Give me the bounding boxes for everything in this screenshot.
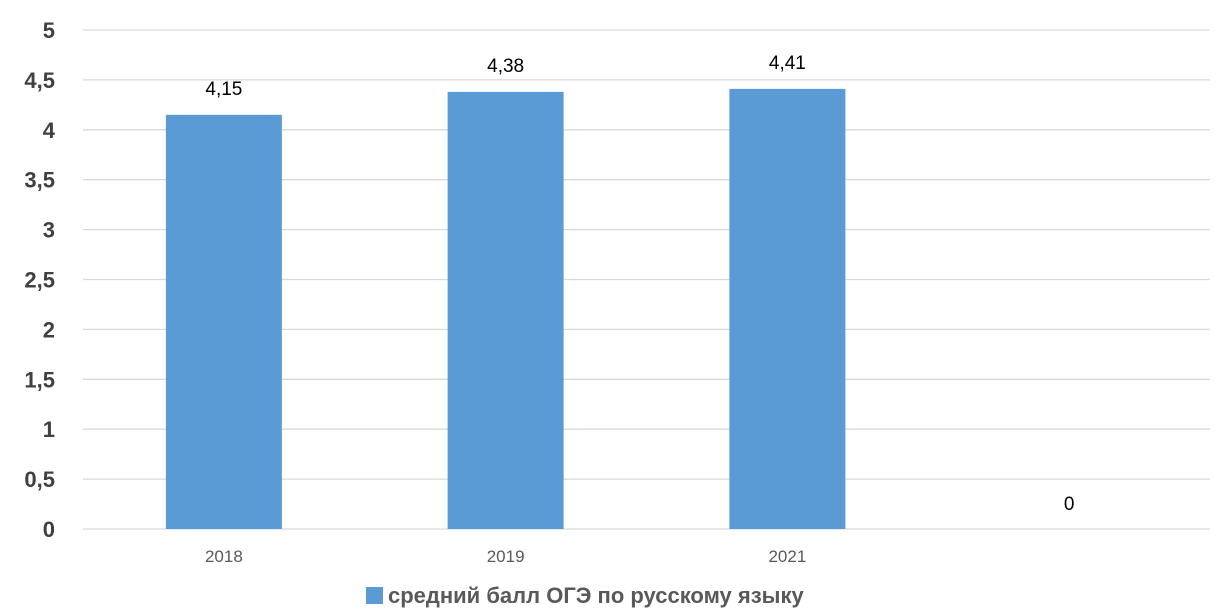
y-tick-label: 2,5 [24, 268, 55, 293]
bars [165, 88, 846, 529]
legend: средний балл ОГЭ по русскому языку [366, 583, 804, 608]
y-tick-label: 4,5 [24, 68, 55, 93]
bar [447, 91, 564, 529]
y-tick-label: 2 [43, 317, 55, 342]
data-labels: 4,15 4,38 4,41 0 [205, 53, 1074, 515]
bar [729, 88, 846, 529]
y-tick-label: 0,5 [24, 467, 55, 492]
y-tick-label: 3 [43, 218, 55, 243]
x-tick-label: 2018 [205, 547, 243, 566]
y-axis-ticks: 0 0,5 1 1,5 2 2,5 3 3,5 4 4,5 5 [24, 18, 55, 542]
y-tick-label: 5 [43, 18, 55, 43]
data-label: 0 [1064, 494, 1075, 515]
x-tick-label: 2021 [768, 547, 806, 566]
data-label: 4,38 [487, 56, 524, 77]
y-tick-label: 0 [43, 517, 55, 542]
y-tick-label: 3,5 [24, 168, 55, 193]
data-label: 4,41 [769, 53, 806, 74]
y-tick-label: 1,5 [24, 367, 55, 392]
x-tick-label: 2019 [487, 547, 525, 566]
legend-swatch [366, 587, 383, 604]
legend-label: средний балл ОГЭ по русскому языку [388, 583, 804, 608]
y-tick-label: 4 [43, 118, 56, 143]
y-tick-label: 1 [43, 417, 55, 442]
x-axis-ticks: 2018 2019 2021 [205, 547, 806, 566]
bar [165, 114, 282, 529]
data-label: 4,15 [205, 79, 242, 100]
